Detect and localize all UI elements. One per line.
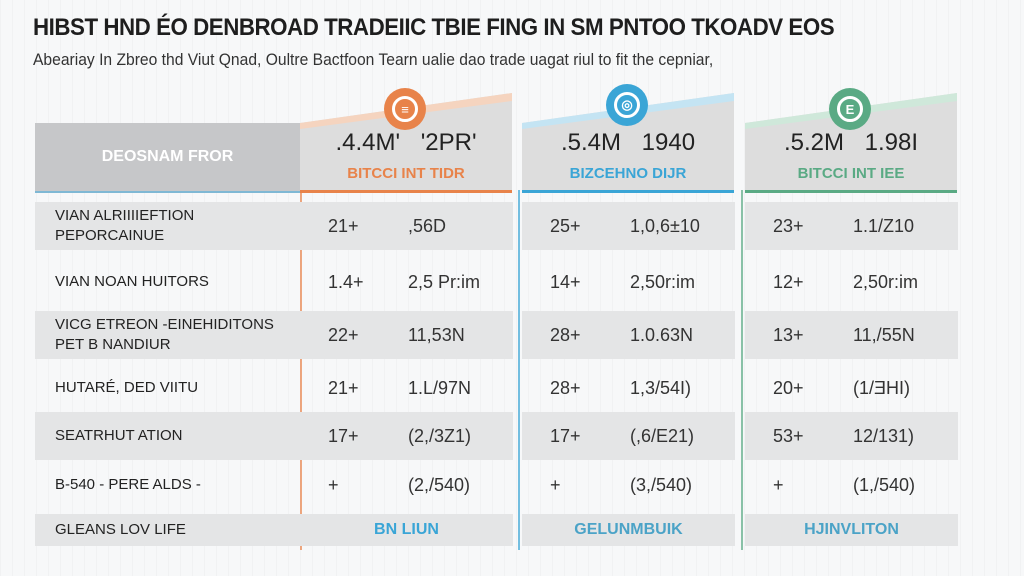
cell-value: 1,3/54I): [630, 377, 692, 398]
column-header-2: .5.2M 1.98I BITCCI INT IEE: [745, 93, 957, 193]
cell-count: 23+: [773, 215, 804, 236]
cell-count: +: [773, 474, 784, 495]
cell-count: 21+: [328, 215, 359, 236]
cell-value: (2,/540): [408, 474, 471, 495]
cell-count: 1.4+: [328, 271, 364, 292]
cell-value: (1/ƎHI): [853, 377, 911, 398]
cell-value: ,56D: [408, 215, 447, 236]
cell-value: 1.0.63N: [630, 324, 694, 345]
row-label: SEATRHUT ATION: [55, 427, 183, 444]
column-value: .5.2M 1.98I: [783, 129, 919, 156]
cell-count: 28+: [550, 377, 581, 398]
cell-value: 1.L/97N: [408, 377, 472, 398]
cell-count: 14+: [550, 271, 581, 292]
column-header-0: .4.4M' '2PR' BITCCI INT TIDR: [300, 93, 512, 193]
table-row: VICG ETREON -EINEHIDITONS PET B NANDIUR 22…: [35, 311, 958, 359]
cell-count: +: [550, 474, 561, 495]
table-row: B-540 - PERE ALDS - + (2,/540) + (3,/540) + (1…: [35, 461, 958, 509]
cell-value: (,6/E21): [630, 425, 695, 446]
column-value: .5.4M 1940: [560, 129, 696, 156]
cell-count: 53+: [773, 425, 804, 446]
row-label: B-540 - PERE ALDS -: [55, 476, 201, 493]
table-row: HUTARÉ, DED VIITU 21+ 1.L/97N 28+ 1,3/54I) 20…: [35, 364, 958, 412]
cell-count: 20+: [773, 377, 804, 398]
cell-count: 21+: [328, 377, 359, 398]
cell-value: 12/131): [853, 425, 915, 446]
cell-count: 12+: [773, 271, 804, 292]
blue-globe-icon: ◎: [606, 84, 648, 126]
cell-count: 22+: [328, 324, 359, 345]
cell-value: 11,/55N: [853, 324, 915, 345]
table-row: VIAN ALRIIIIEFTION PEPORCAINUE 21+ ,56D 25+ 1…: [35, 202, 958, 250]
column-divider: [518, 190, 520, 550]
footer-link[interactable]: GELUNMBUIK: [574, 521, 683, 538]
cell-value: 11,53N: [408, 324, 465, 345]
cell-count: 28+: [550, 324, 581, 345]
footer-link[interactable]: BN LIUN: [374, 521, 439, 538]
cell-count: 25+: [550, 215, 581, 236]
orange-coin-icon: ≡: [384, 88, 426, 130]
footer-link[interactable]: HJINVLITON: [804, 521, 899, 538]
table-row: SEATRHUT ATION 17+ (2,/3Z1) 17+ (,6/E21) 53+ 1…: [35, 412, 958, 460]
cell-value: 2,5 Pr:im: [408, 271, 481, 292]
column-ticker: BITCCI INT IEE: [797, 165, 905, 182]
cell-count: 17+: [328, 425, 359, 446]
footer-label: GLEANS LOV LIFE: [55, 521, 186, 538]
row-label: VIAN NOAN HUITORS: [55, 273, 209, 290]
column-divider: [300, 190, 302, 550]
row-label: VIAN ALRIIIIEFTION PEPORCAINUE: [55, 207, 195, 244]
green-coin-icon: E: [829, 88, 871, 130]
row-label: VICG ETREON -EINEHIDITONS PET B NANDIUR: [55, 316, 274, 353]
cell-count: 17+: [550, 425, 581, 446]
column-value: .4.4M' '2PR': [335, 129, 477, 156]
cell-count: 13+: [773, 324, 804, 345]
cell-count: +: [328, 474, 339, 495]
table-row: VIAN NOAN HUITORS 1.4+ 2,5 Pr:im 14+ 2,50r:i…: [35, 258, 958, 306]
footer-row: GLEANS LOV LIFE BN LIUN GELUNMBUIK HJINVLIT…: [35, 514, 958, 546]
cell-value: (1,/540): [853, 474, 916, 495]
column-divider: [741, 190, 743, 550]
page-subtitle: Abeariay In Zbreo thd Viut Qnad, Oultre …: [33, 50, 714, 69]
column-ticker: BIZCEHNO DIJR: [569, 165, 687, 182]
page-title: HIBST HND ÉO DENBROAD TRADEIIC TBIE FING…: [33, 14, 835, 41]
column-ticker: BITCCI INT TIDR: [347, 165, 465, 182]
cell-value: 1.1/Z10: [853, 215, 915, 236]
cell-value: (3,/540): [630, 474, 693, 495]
cell-value: 1,0,6±10: [630, 215, 700, 236]
header-label: DEOSNAM FROR: [35, 123, 300, 193]
cell-value: (2,/3Z1): [408, 425, 472, 446]
cell-value: 2,50r:im: [853, 271, 919, 292]
cell-value: 2,50r:im: [630, 271, 696, 292]
row-label: HUTARÉ, DED VIITU: [55, 379, 199, 396]
